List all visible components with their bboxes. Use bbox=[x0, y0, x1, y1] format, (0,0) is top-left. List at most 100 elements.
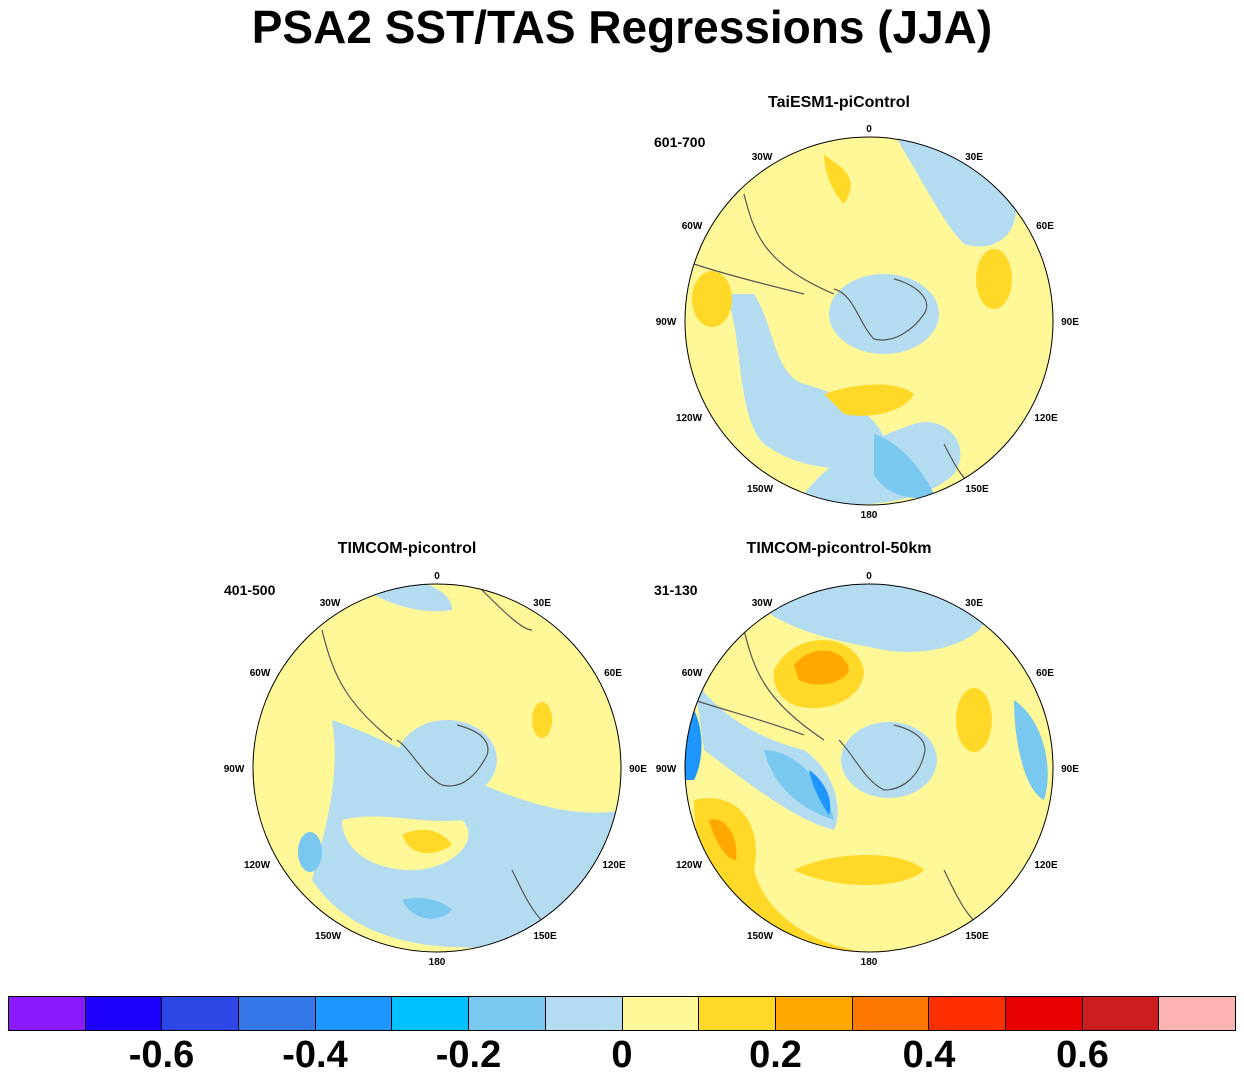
pos-mid-region bbox=[402, 829, 452, 854]
pos-mid-region bbox=[532, 702, 552, 738]
colorbar-tick-label: -0.2 bbox=[435, 1034, 502, 1076]
lon-label: 0 bbox=[866, 571, 872, 582]
lon-label: 0 bbox=[434, 571, 440, 582]
coastline bbox=[321, 629, 393, 741]
colorbar-box bbox=[1159, 997, 1235, 1030]
lon-label: 30E bbox=[533, 598, 551, 609]
lon-label: 60E bbox=[1036, 668, 1054, 679]
lon-label: 30W bbox=[320, 598, 341, 609]
neg-mid-region bbox=[402, 898, 452, 919]
period-label: 601-700 bbox=[654, 134, 706, 150]
period-label: 31-130 bbox=[654, 582, 698, 598]
colorbar-box bbox=[162, 997, 240, 1030]
neg-mid-region bbox=[298, 832, 322, 872]
pos-strong-region bbox=[794, 650, 849, 685]
lon-label: 30W bbox=[752, 598, 773, 609]
neg-mid-region bbox=[1014, 700, 1048, 800]
colorbar-tick-label: -0.6 bbox=[128, 1034, 195, 1076]
coastline bbox=[743, 193, 835, 295]
colorbar-box bbox=[9, 997, 86, 1030]
lon-label: 150E bbox=[965, 484, 989, 495]
colorbar-box bbox=[852, 997, 930, 1030]
colorbar-tick-label: -0.4 bbox=[282, 1034, 348, 1076]
lon-label: 150E bbox=[533, 931, 557, 942]
polar-map: 0 30E 60E 90E 120E 150E 180 150W 120W 90… bbox=[656, 124, 1080, 521]
colorbar-box bbox=[1082, 997, 1160, 1030]
lon-label: 150E bbox=[965, 931, 989, 942]
lon-label: 30E bbox=[965, 598, 983, 609]
colorbar-tick-label: 0 bbox=[611, 1034, 633, 1076]
colorbar-tick-label: 0.2 bbox=[749, 1034, 802, 1076]
map-outline bbox=[684, 583, 1054, 953]
map-outline bbox=[684, 136, 1054, 506]
colorbar-box bbox=[1005, 997, 1083, 1030]
colorbar-tick-label: 0.6 bbox=[1056, 1034, 1109, 1076]
lon-label: 60E bbox=[604, 668, 622, 679]
polar-map: 0 30E 60E 90E 120E 150E 180 150W 120W 90… bbox=[224, 571, 648, 968]
lon-label: 60W bbox=[682, 221, 703, 232]
pos-region bbox=[342, 816, 469, 870]
lon-label: 150W bbox=[747, 931, 774, 942]
pos-mid-region bbox=[976, 249, 1012, 309]
lon-label: 60W bbox=[250, 668, 271, 679]
colorbar-box bbox=[315, 997, 393, 1030]
colorbar-box bbox=[392, 997, 470, 1030]
pos-strong-region bbox=[709, 819, 737, 860]
lon-label: 0 bbox=[866, 124, 872, 135]
pos-mid-region bbox=[824, 154, 851, 204]
map-panel-timcom: TIMCOM-picontrol 401-500 0 30E 60E 90E 1… bbox=[222, 540, 648, 980]
panel-title: TIMCOM-picontrol-50km bbox=[746, 540, 932, 557]
colorbar-box bbox=[775, 997, 853, 1030]
lon-label: 90W bbox=[224, 764, 245, 775]
colorbar bbox=[8, 996, 1236, 1031]
lon-label: 120W bbox=[676, 413, 703, 424]
coastline bbox=[693, 699, 805, 736]
coastline bbox=[693, 263, 805, 295]
figure-title: PSA2 SST/TAS Regressions (JJA) bbox=[251, 1, 993, 53]
lon-label: 120W bbox=[676, 860, 703, 871]
colorbar-labels: -0.6 -0.4 -0.2 0 0.2 0.4 0.6 bbox=[8, 1034, 1236, 1078]
colorbar-box bbox=[469, 997, 546, 1030]
colorbar-box bbox=[622, 997, 700, 1030]
map-panel-timcom-50km: TIMCOM-picontrol-50km 31-130 0 30E 60 bbox=[654, 540, 1080, 980]
lon-label: 30E bbox=[965, 152, 983, 163]
pos-mid-region bbox=[794, 855, 924, 885]
coastline bbox=[396, 724, 489, 787]
lon-label: 60E bbox=[1036, 221, 1054, 232]
lon-label: 60W bbox=[682, 668, 703, 679]
colorbar-tick-label: 0.4 bbox=[902, 1034, 956, 1076]
lon-label: 120W bbox=[244, 860, 271, 871]
lon-label: 150W bbox=[315, 931, 342, 942]
lon-label: 90E bbox=[1061, 317, 1079, 328]
lon-label: 120E bbox=[1034, 413, 1058, 424]
lon-label: 180 bbox=[429, 957, 446, 968]
neg-mid-region bbox=[874, 434, 934, 498]
lon-label: 180 bbox=[861, 957, 878, 968]
panel-title: TaiESM1-piControl bbox=[768, 94, 910, 111]
lon-label: 90E bbox=[1061, 764, 1079, 775]
colorbar-box bbox=[85, 997, 163, 1030]
pos-mid-region bbox=[692, 271, 732, 327]
pos-mid-region bbox=[956, 688, 992, 752]
lon-label: 90W bbox=[656, 317, 677, 328]
coastline bbox=[838, 724, 926, 791]
colorbar-box bbox=[699, 997, 776, 1030]
coastline bbox=[833, 278, 928, 341]
antarctica-region bbox=[397, 720, 497, 800]
lon-label: 150W bbox=[747, 484, 774, 495]
map-panel-taiesm: TaiESM1-piControl 601-700 0 30E 60E 90E … bbox=[654, 94, 1080, 534]
lon-label: 180 bbox=[861, 510, 878, 521]
lon-label: 90W bbox=[656, 764, 677, 775]
pos-mid-region bbox=[824, 384, 914, 416]
neg-mid-region bbox=[764, 750, 834, 820]
lon-label: 120E bbox=[1034, 860, 1058, 871]
map-outline bbox=[252, 583, 622, 953]
neg-strong-region bbox=[809, 770, 831, 815]
colorbar-box bbox=[239, 997, 316, 1030]
neg-region bbox=[894, 137, 1016, 247]
polar-map: 0 30E 60E 90E 120E 150E 180 150W 120W 90… bbox=[656, 571, 1080, 968]
pos-mid-region bbox=[694, 798, 854, 952]
coastline bbox=[481, 589, 533, 631]
neg-region bbox=[724, 294, 886, 468]
antarctica-region bbox=[829, 274, 939, 354]
